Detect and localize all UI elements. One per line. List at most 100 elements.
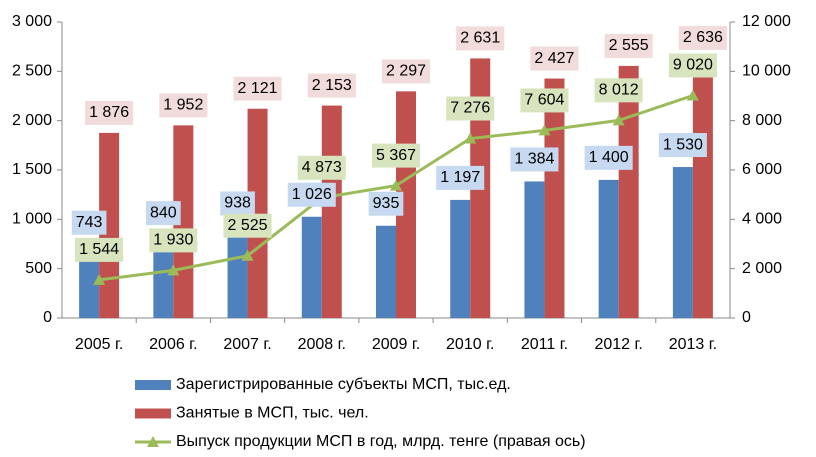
line-marker [612,114,625,126]
y-tick-label: 2 500 [12,63,52,80]
data-label-group: 8 012 [594,78,643,103]
y-tick-label: 500 [25,260,52,277]
x-tick-label: 2011 г. [521,336,568,353]
data-label: 1 384 [514,151,554,168]
data-label-box [456,26,505,51]
data-label-box [520,88,569,113]
line-marker [538,124,551,136]
bar [544,78,565,318]
data-label-box [287,182,336,207]
x-tick-label: 2007 г. [223,336,271,353]
bar [450,199,471,318]
data-label-group: 2 121 [233,76,282,101]
data-label: 9 020 [673,57,713,74]
y-tick-label: 0 [43,309,52,326]
data-label-box [159,93,208,118]
y-tick-label: 1 000 [12,211,52,228]
legend-marker [147,436,159,447]
data-label-group: 1 197 [436,165,485,190]
data-label-box [584,145,633,170]
data-label: 2 297 [386,63,426,80]
data-label-group: 1 530 [658,133,707,158]
data-label-box [85,100,134,125]
line-marker [167,264,180,276]
legend-label: Выпуск продукции МСП в год, млрд. тенге … [176,433,586,450]
bar [692,57,713,318]
data-label: 1 530 [663,136,703,153]
data-label: 5 367 [376,147,416,164]
data-label-box [149,228,198,253]
data-label: 1 400 [589,149,629,166]
data-label: 1 952 [163,97,203,114]
x-tick-label: 2008 г. [298,336,346,353]
data-label-group: 1 876 [85,100,134,125]
data-label-group: 938 [220,191,255,216]
data-label: 1 930 [153,232,193,249]
bar [598,179,619,318]
data-label: 1 197 [440,169,480,186]
data-label-group: 1 952 [159,93,208,118]
data-label-box [678,25,727,50]
data-label-box [604,33,653,58]
data-label-box [307,73,356,98]
data-label-group: 7 604 [520,88,569,113]
data-label-box [368,191,404,216]
data-label-box [71,210,107,235]
data-label: 2 631 [460,30,500,47]
data-label-group: 2 153 [307,73,356,98]
line-marker [390,179,402,191]
data-label-group: 1 384 [510,147,559,172]
data-label-group: 1 026 [287,182,336,207]
bar [227,225,248,318]
bar [301,216,322,318]
data-label: 2 153 [312,77,352,94]
bar [376,225,396,318]
bar [99,132,120,318]
x-tick-label: 2006 г. [149,336,197,353]
data-label-box [220,191,255,216]
y-tick-label: 1 500 [12,161,52,178]
legend-label: Зарегистрированные субъекты МСП, тыс.ед. [176,376,511,393]
y2-tick-label: 0 [742,309,751,326]
data-label-box [371,143,421,168]
data-label-group: 743 [71,210,107,235]
data-label-box [233,76,282,101]
data-label-group: 1 930 [149,228,198,253]
line-marker [93,273,106,285]
data-label-group: 2 555 [604,33,653,58]
data-label-group: 1 400 [584,145,633,170]
bar [618,65,639,318]
data-label: 4 873 [302,159,342,176]
data-label: 7 276 [450,100,490,117]
data-label-box [145,201,181,226]
data-label-group: 2 427 [530,46,579,71]
y-tick-label: 3 000 [12,13,52,30]
bar [672,167,693,318]
data-label-group: 2 636 [678,25,727,50]
legend-label: Занятые в МСП, тыс. чел. [176,405,369,422]
line-marker [464,132,477,144]
data-label-group: 4 873 [297,155,346,180]
data-label-box [530,46,579,71]
bar [321,105,342,318]
bar [153,235,174,318]
data-label-box [436,165,485,190]
line-marker [686,89,699,101]
data-label: 8 012 [599,82,639,99]
x-tick-label: 2005 г. [75,336,123,353]
data-label: 1 876 [89,104,129,121]
data-label: 743 [76,214,103,231]
legend-swatch [135,380,171,390]
data-label: 7 604 [524,92,564,109]
x-tick-label: 2012 г. [594,336,642,353]
y2-tick-label: 4 000 [742,211,782,228]
data-label-group: 7 276 [446,96,495,121]
data-label: 2 555 [609,37,649,54]
data-label-group: 2 525 [223,213,272,238]
y2-tick-label: 2 000 [742,260,782,277]
y2-tick-label: 6 000 [742,161,782,178]
data-label-box [510,147,559,172]
y2-tick-label: 8 000 [742,112,782,129]
data-label-box [381,59,431,84]
